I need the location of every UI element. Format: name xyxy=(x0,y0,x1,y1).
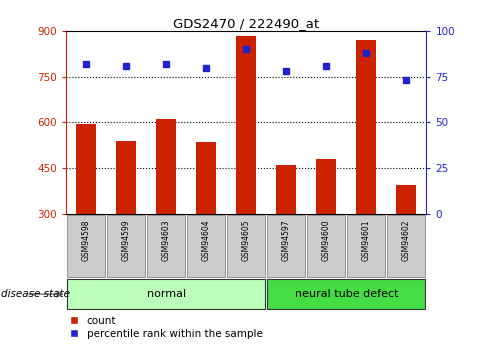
FancyBboxPatch shape xyxy=(307,215,345,277)
FancyBboxPatch shape xyxy=(67,279,266,309)
FancyBboxPatch shape xyxy=(347,215,386,277)
Text: GSM94600: GSM94600 xyxy=(322,219,331,260)
FancyBboxPatch shape xyxy=(387,215,425,277)
Text: GSM94605: GSM94605 xyxy=(242,219,251,260)
Text: normal: normal xyxy=(147,289,186,299)
Text: neural tube defect: neural tube defect xyxy=(294,289,398,299)
Bar xyxy=(396,185,416,214)
Text: GSM94604: GSM94604 xyxy=(202,219,211,260)
Bar xyxy=(276,165,296,214)
Bar xyxy=(76,124,96,214)
FancyBboxPatch shape xyxy=(267,279,425,309)
Bar xyxy=(196,142,216,214)
FancyBboxPatch shape xyxy=(147,215,185,277)
FancyBboxPatch shape xyxy=(227,215,266,277)
Text: disease state: disease state xyxy=(1,289,71,299)
Text: GSM94599: GSM94599 xyxy=(122,219,131,260)
Bar xyxy=(156,119,176,214)
Bar xyxy=(236,36,256,214)
FancyBboxPatch shape xyxy=(267,215,305,277)
Legend: count, percentile rank within the sample: count, percentile rank within the sample xyxy=(69,315,264,340)
FancyBboxPatch shape xyxy=(187,215,225,277)
Text: GSM94597: GSM94597 xyxy=(282,219,291,260)
FancyBboxPatch shape xyxy=(107,215,146,277)
Title: GDS2470 / 222490_at: GDS2470 / 222490_at xyxy=(173,17,319,30)
Bar xyxy=(116,141,136,214)
FancyBboxPatch shape xyxy=(67,215,105,277)
Bar xyxy=(316,159,336,214)
Text: GSM94603: GSM94603 xyxy=(162,219,171,260)
Bar xyxy=(356,40,376,214)
Text: GSM94602: GSM94602 xyxy=(402,219,411,260)
Text: GSM94598: GSM94598 xyxy=(82,219,91,260)
Text: GSM94601: GSM94601 xyxy=(362,219,371,260)
